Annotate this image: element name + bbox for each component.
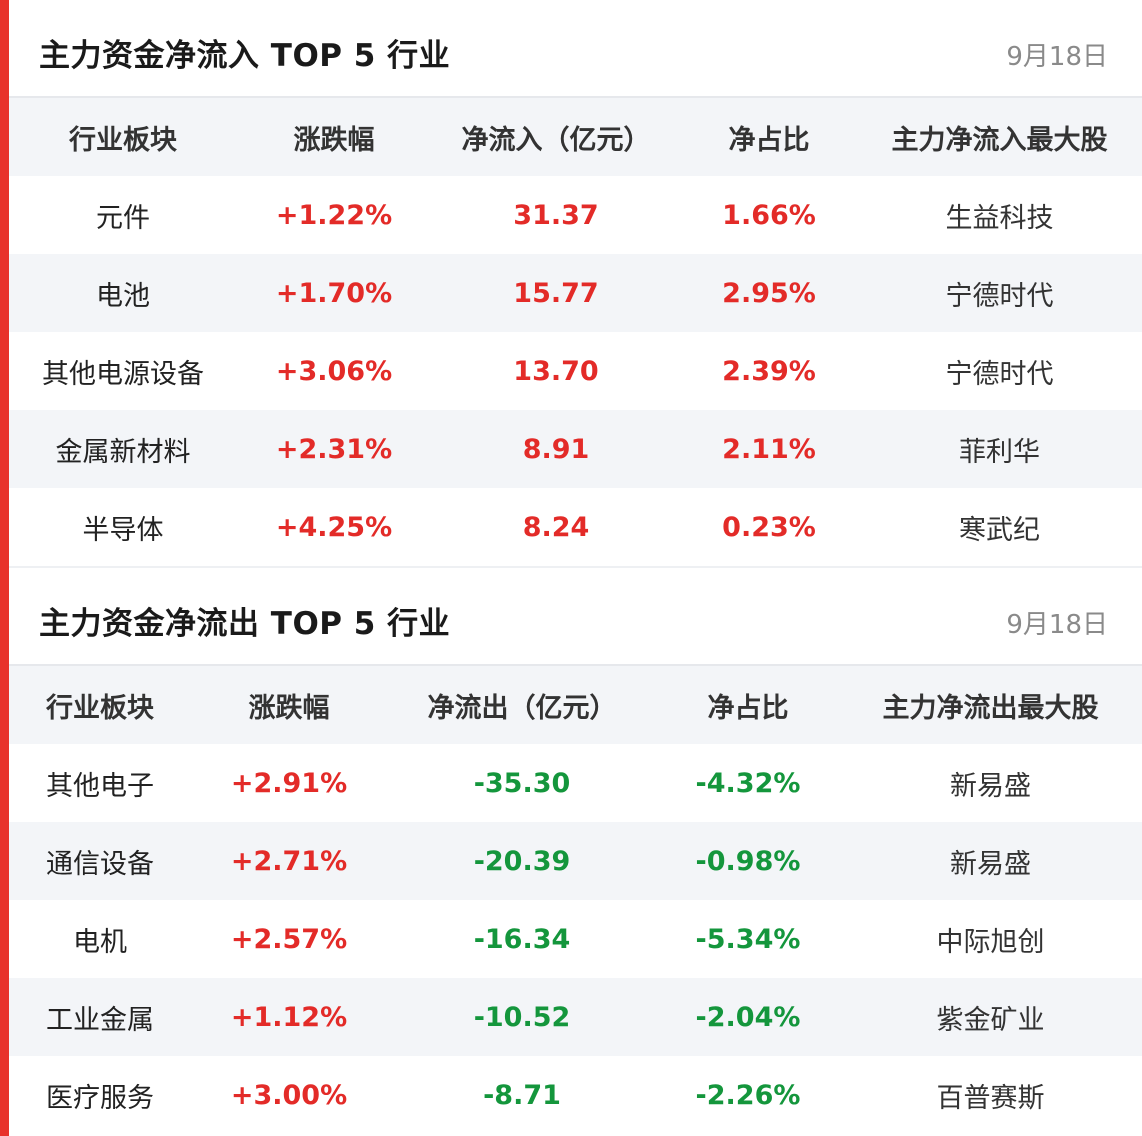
change-value: +1.12% xyxy=(191,978,387,1056)
outflow-date: 9月18日 xyxy=(1006,610,1108,640)
net-inflow-value: 8.91 xyxy=(431,410,681,488)
ratio-value: -2.26% xyxy=(657,1056,839,1134)
top-stock-name: 新易盛 xyxy=(839,744,1142,822)
table-row[interactable]: 电池 +1.70% 15.77 2.95% 宁德时代 xyxy=(9,254,1142,332)
inflow-title: 主力资金净流入 TOP 5 行业 xyxy=(39,38,451,74)
net-inflow-value: 31.37 xyxy=(431,176,681,254)
outflow-table: 行业板块 涨跌幅 净流出（亿元） 净占比 主力净流出最大股 其他电子 +2.91… xyxy=(9,666,1142,1134)
sector-name: 半导体 xyxy=(9,488,237,566)
sector-name: 电机 xyxy=(9,900,191,978)
sector-name: 金属新材料 xyxy=(9,410,237,488)
header-ratio: 净占比 xyxy=(657,666,839,744)
sector-name: 通信设备 xyxy=(9,822,191,900)
outflow-header-row: 行业板块 涨跌幅 净流出（亿元） 净占比 主力净流出最大股 xyxy=(9,666,1142,744)
change-value: +3.00% xyxy=(191,1056,387,1134)
ratio-value: -4.32% xyxy=(657,744,839,822)
top-stock-name: 百普赛斯 xyxy=(839,1056,1142,1134)
top-stock-name: 宁德时代 xyxy=(857,254,1142,332)
inflow-header-row: 行业板块 涨跌幅 净流入（亿元） 净占比 主力净流入最大股 xyxy=(9,98,1142,176)
sector-name: 医疗服务 xyxy=(9,1056,191,1134)
table-row[interactable]: 半导体 +4.25% 8.24 0.23% 寒武纪 xyxy=(9,488,1142,566)
change-value: +3.06% xyxy=(237,332,431,410)
sector-name: 工业金属 xyxy=(9,978,191,1056)
net-inflow-value: 8.24 xyxy=(431,488,681,566)
ratio-value: 1.66% xyxy=(681,176,857,254)
header-sector: 行业板块 xyxy=(9,98,237,176)
outflow-title: 主力资金净流出 TOP 5 行业 xyxy=(39,606,451,642)
sector-name: 电池 xyxy=(9,254,237,332)
table-row[interactable]: 其他电子 +2.91% -35.30 -4.32% 新易盛 xyxy=(9,744,1142,822)
header-sector: 行业板块 xyxy=(9,666,191,744)
table-row[interactable]: 医疗服务 +3.00% -8.71 -2.26% 百普赛斯 xyxy=(9,1056,1142,1134)
net-outflow-value: -16.34 xyxy=(387,900,657,978)
ratio-value: 2.95% xyxy=(681,254,857,332)
ratio-value: 2.11% xyxy=(681,410,857,488)
top-stock-name: 宁德时代 xyxy=(857,332,1142,410)
header-top-stock: 主力净流入最大股 xyxy=(857,98,1142,176)
inflow-title-row: 主力资金净流入 TOP 5 行业 9月18日 xyxy=(9,0,1142,98)
outflow-panel: 主力资金净流出 TOP 5 行业 9月18日 行业板块 涨跌幅 净流出（亿元） … xyxy=(9,568,1142,1136)
header-ratio: 净占比 xyxy=(681,98,857,176)
ratio-value: 2.39% xyxy=(681,332,857,410)
net-inflow-value: 15.77 xyxy=(431,254,681,332)
outflow-title-row: 主力资金净流出 TOP 5 行业 9月18日 xyxy=(9,568,1142,666)
accent-bar xyxy=(0,0,9,1136)
change-value: +2.71% xyxy=(191,822,387,900)
table-row[interactable]: 电机 +2.57% -16.34 -5.34% 中际旭创 xyxy=(9,900,1142,978)
section-divider xyxy=(9,566,1142,568)
ratio-value: -0.98% xyxy=(657,822,839,900)
top-stock-name: 新易盛 xyxy=(839,822,1142,900)
top-stock-name: 菲利华 xyxy=(857,410,1142,488)
inflow-date: 9月18日 xyxy=(1006,42,1108,72)
table-row[interactable]: 工业金属 +1.12% -10.52 -2.04% 紫金矿业 xyxy=(9,978,1142,1056)
net-outflow-value: -35.30 xyxy=(387,744,657,822)
top-stock-name: 紫金矿业 xyxy=(839,978,1142,1056)
top-stock-name: 寒武纪 xyxy=(857,488,1142,566)
ratio-value: -2.04% xyxy=(657,978,839,1056)
net-inflow-value: 13.70 xyxy=(431,332,681,410)
table-row[interactable]: 金属新材料 +2.31% 8.91 2.11% 菲利华 xyxy=(9,410,1142,488)
table-row[interactable]: 通信设备 +2.71% -20.39 -0.98% 新易盛 xyxy=(9,822,1142,900)
change-value: +4.25% xyxy=(237,488,431,566)
header-net-inflow: 净流入（亿元） xyxy=(431,98,681,176)
change-value: +2.57% xyxy=(191,900,387,978)
inflow-table: 行业板块 涨跌幅 净流入（亿元） 净占比 主力净流入最大股 元件 +1.22% … xyxy=(9,98,1142,566)
ratio-value: 0.23% xyxy=(681,488,857,566)
sector-name: 其他电子 xyxy=(9,744,191,822)
table-row[interactable]: 其他电源设备 +3.06% 13.70 2.39% 宁德时代 xyxy=(9,332,1142,410)
net-outflow-value: -10.52 xyxy=(387,978,657,1056)
sector-name: 元件 xyxy=(9,176,237,254)
header-change: 涨跌幅 xyxy=(191,666,387,744)
sector-name: 其他电源设备 xyxy=(9,332,237,410)
net-outflow-value: -20.39 xyxy=(387,822,657,900)
top-stock-name: 中际旭创 xyxy=(839,900,1142,978)
change-value: +2.31% xyxy=(237,410,431,488)
net-outflow-value: -8.71 xyxy=(387,1056,657,1134)
inflow-panel: 主力资金净流入 TOP 5 行业 9月18日 行业板块 涨跌幅 净流入（亿元） … xyxy=(9,0,1142,566)
change-value: +1.70% xyxy=(237,254,431,332)
header-net-outflow: 净流出（亿元） xyxy=(387,666,657,744)
header-change: 涨跌幅 xyxy=(237,98,431,176)
ratio-value: -5.34% xyxy=(657,900,839,978)
top-stock-name: 生益科技 xyxy=(857,176,1142,254)
table-row[interactable]: 元件 +1.22% 31.37 1.66% 生益科技 xyxy=(9,176,1142,254)
header-top-stock: 主力净流出最大股 xyxy=(839,666,1142,744)
change-value: +2.91% xyxy=(191,744,387,822)
change-value: +1.22% xyxy=(237,176,431,254)
